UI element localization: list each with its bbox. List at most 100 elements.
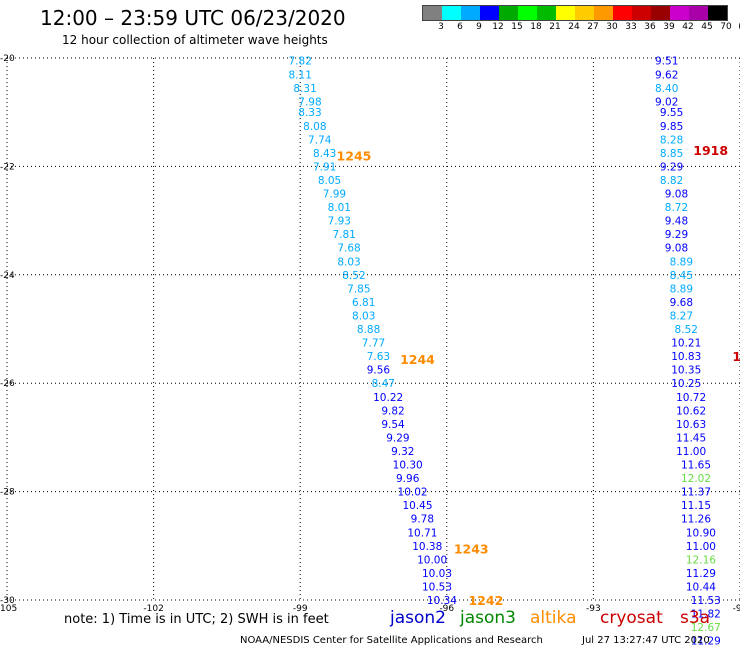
legend-swatch: [499, 6, 518, 20]
swh-value: 7.77: [362, 338, 385, 350]
swh-value: 10.00: [417, 554, 447, 566]
swh-value: 8.33: [298, 107, 321, 119]
swh-value: 10.34: [427, 595, 457, 607]
x-tick-label: -93: [586, 604, 601, 614]
swh-value: 9.54: [381, 419, 405, 431]
swh-value: 10.22: [373, 392, 403, 404]
legend-swatch: [594, 6, 613, 20]
swh-value: 10.25: [671, 378, 701, 390]
legend-label: 39: [663, 22, 675, 32]
swh-value: 12.67: [691, 622, 721, 634]
legend-label: 3: [438, 22, 444, 32]
legend-label: 24: [568, 22, 580, 32]
legend-swatch: [518, 6, 537, 20]
swh-value: 8.43: [313, 148, 336, 160]
legend-swatch: [575, 6, 594, 20]
swh-value: 8.03: [337, 256, 360, 268]
sat-label-jason2: jason2: [390, 608, 446, 628]
legend-swatch: [632, 6, 651, 20]
swh-value: 9.68: [670, 297, 693, 309]
swh-value: 11.82: [691, 609, 721, 621]
sat-label-jason3: jason3: [460, 608, 516, 628]
legend-swatch: [480, 6, 499, 20]
footer-timestamp: Jul 27 13:27:47 UTC 2020: [582, 635, 710, 646]
swh-value: 8.52: [675, 324, 698, 336]
swh-value: 9.85: [660, 121, 683, 133]
legend-label: 70: [720, 22, 732, 32]
swh-value: 9.29: [665, 229, 688, 241]
pass-id-label: 1918: [693, 143, 728, 158]
swh-value: 10.21: [671, 338, 701, 350]
swh-value: 8.11: [289, 69, 312, 81]
swh-value: 9.82: [381, 405, 404, 417]
swh-value: 8.89: [670, 256, 693, 268]
swh-value: 9.78: [411, 514, 434, 526]
swh-value: 11.26: [681, 514, 711, 526]
y-tick-label: -30: [0, 596, 15, 606]
swh-value: 9.96: [396, 473, 420, 485]
swh-value: 8.85: [660, 148, 683, 160]
swh-value: 10.90: [686, 527, 716, 539]
legend-label: 15: [511, 22, 523, 32]
swh-value: 9.62: [655, 69, 678, 81]
swh-value: 8.40: [655, 83, 678, 95]
chart-subtitle: 12 hour collection of altimeter wave hei…: [62, 33, 328, 47]
swh-labels: 7.828.11 8.317.988.33 8.087.74 8.437.91 8.05…: [289, 56, 721, 648]
legend-swatch: [556, 6, 575, 20]
y-tick-label: -22: [0, 162, 15, 172]
x-tick-label: -99: [293, 604, 308, 614]
swh-value: 11.29: [691, 636, 721, 648]
y-tick-label: -20: [0, 54, 15, 64]
swh-value: 11.00: [686, 541, 716, 553]
legend-swatch: [537, 6, 556, 20]
swh-value: 12.16: [686, 554, 716, 566]
swh-value: 12.02: [681, 473, 711, 485]
swh-value: 11.45: [676, 432, 706, 444]
swh-value: 10.45: [402, 500, 432, 512]
legend-swatch: [708, 6, 727, 20]
color-legend: [422, 5, 728, 21]
swh-value: 10.30: [393, 460, 423, 472]
swh-value: 9.55: [660, 107, 683, 119]
pass-id-label: 1243: [454, 542, 489, 557]
swh-value: 11.53: [691, 595, 721, 607]
swh-value: 10.38: [412, 541, 442, 553]
x-tick-label: -102: [143, 604, 163, 614]
swh-value: 11.65: [681, 460, 711, 472]
swh-value: 7.98: [298, 96, 321, 108]
swh-value: 8.01: [328, 202, 351, 214]
legend-label: 21: [549, 22, 561, 32]
legend-label: 45: [701, 22, 713, 32]
swh-value: 8.72: [665, 202, 688, 214]
y-tick-label: -28: [0, 488, 15, 498]
swh-value: 7.85: [347, 283, 370, 295]
pass-id-label: 1917: [732, 349, 740, 364]
sat-label-cryosat: cryosat: [600, 608, 663, 628]
legend-label: 42: [682, 22, 694, 32]
swh-value: 7.68: [337, 243, 360, 255]
y-tick-label: -24: [0, 271, 15, 281]
swh-value: 7.91: [313, 161, 336, 173]
swh-value: 11.29: [686, 568, 716, 580]
swh-value: 8.82: [660, 175, 683, 187]
swh-value: 10.35: [671, 365, 701, 377]
x-tick-label: -96: [439, 604, 454, 614]
swh-value: 8.31: [293, 83, 316, 95]
legend-label: 18: [530, 22, 542, 32]
swh-value: 8.45: [670, 270, 693, 282]
legend-label: 27: [587, 22, 599, 32]
swh-value: 9.56: [367, 365, 391, 377]
swh-value: 10.71: [407, 527, 437, 539]
swh-value: 8.28: [660, 134, 683, 146]
pass-id-label: 1244: [400, 352, 435, 367]
note-text: note: 1) Time is in UTC; 2) SWH is in fe…: [64, 612, 329, 627]
legend-label: (ft): [738, 22, 740, 32]
swh-value: 10.72: [676, 392, 706, 404]
swh-value: 10.03: [422, 568, 452, 580]
swh-value: 8.27: [670, 310, 693, 322]
swh-value: 9.29: [660, 161, 683, 173]
legend-swatch: [423, 6, 442, 20]
legend-label: 30: [606, 22, 618, 32]
y-tick-label: -26: [0, 379, 15, 389]
